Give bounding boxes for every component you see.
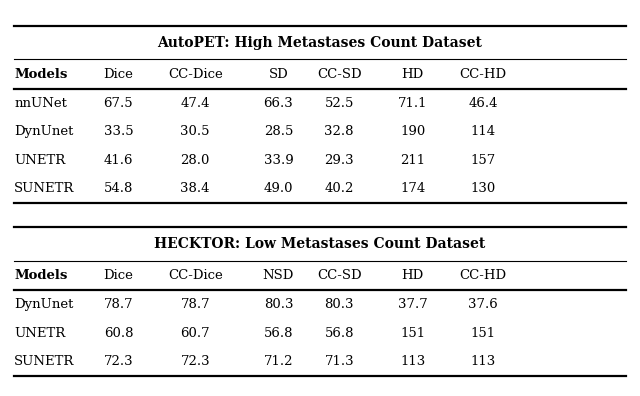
Text: 78.7: 78.7 [180,298,210,311]
Text: 33.5: 33.5 [104,126,133,138]
Text: 113: 113 [470,355,496,368]
Text: CC-HD: CC-HD [460,269,507,282]
Text: SD: SD [269,68,288,81]
Text: DynUnet: DynUnet [14,126,74,138]
Text: 60.7: 60.7 [180,327,210,339]
Text: 71.3: 71.3 [324,355,354,368]
Text: 80.3: 80.3 [264,298,293,311]
Text: 30.5: 30.5 [180,126,210,138]
Text: 71.2: 71.2 [264,355,293,368]
Text: 40.2: 40.2 [324,183,354,195]
Text: 29.3: 29.3 [324,154,354,167]
Text: 49.0: 49.0 [264,183,293,195]
Text: 38.4: 38.4 [180,183,210,195]
Text: 113: 113 [400,355,426,368]
Text: nnUNet: nnUNet [14,97,67,110]
Text: 47.4: 47.4 [180,97,210,110]
Text: 174: 174 [400,183,426,195]
Text: 71.1: 71.1 [398,97,428,110]
Text: Models: Models [14,68,67,81]
Text: AutoPET: High Metastases Count Dataset: AutoPET: High Metastases Count Dataset [157,36,483,50]
Text: 190: 190 [400,126,426,138]
Text: CC-SD: CC-SD [317,68,362,81]
Text: SUNETR: SUNETR [14,183,74,195]
Text: NSD: NSD [262,269,294,282]
Text: 66.3: 66.3 [264,97,293,110]
Text: CC-HD: CC-HD [460,68,507,81]
Text: HD: HD [402,68,424,81]
Text: 28.0: 28.0 [180,154,210,167]
Text: 28.5: 28.5 [264,126,293,138]
Text: 157: 157 [470,154,496,167]
Text: CC-Dice: CC-Dice [168,269,223,282]
Text: 72.3: 72.3 [180,355,210,368]
Text: HECKTOR: Low Metastases Count Dataset: HECKTOR: Low Metastases Count Dataset [154,237,486,251]
Text: Dice: Dice [104,269,133,282]
Text: 54.8: 54.8 [104,183,133,195]
Text: 72.3: 72.3 [104,355,133,368]
Text: 151: 151 [470,327,496,339]
Text: 78.7: 78.7 [104,298,133,311]
Text: 114: 114 [470,126,496,138]
Text: HD: HD [402,269,424,282]
Text: SUNETR: SUNETR [14,355,74,368]
Text: 67.5: 67.5 [104,97,133,110]
Text: 130: 130 [470,183,496,195]
Text: 41.6: 41.6 [104,154,133,167]
Text: 37.6: 37.6 [468,298,498,311]
Text: UNETR: UNETR [14,154,65,167]
Text: 56.8: 56.8 [324,327,354,339]
Text: 56.8: 56.8 [264,327,293,339]
Text: UNETR: UNETR [14,327,65,339]
Text: 33.9: 33.9 [264,154,293,167]
Text: 211: 211 [400,154,426,167]
Text: 151: 151 [400,327,426,339]
Text: CC-SD: CC-SD [317,269,362,282]
Text: 60.8: 60.8 [104,327,133,339]
Text: DynUnet: DynUnet [14,298,74,311]
Text: 46.4: 46.4 [468,97,498,110]
Text: Models: Models [14,269,67,282]
Text: CC-Dice: CC-Dice [168,68,223,81]
Text: 52.5: 52.5 [324,97,354,110]
Text: 37.7: 37.7 [398,298,428,311]
Text: 80.3: 80.3 [324,298,354,311]
Text: 32.8: 32.8 [324,126,354,138]
Text: Dice: Dice [104,68,133,81]
